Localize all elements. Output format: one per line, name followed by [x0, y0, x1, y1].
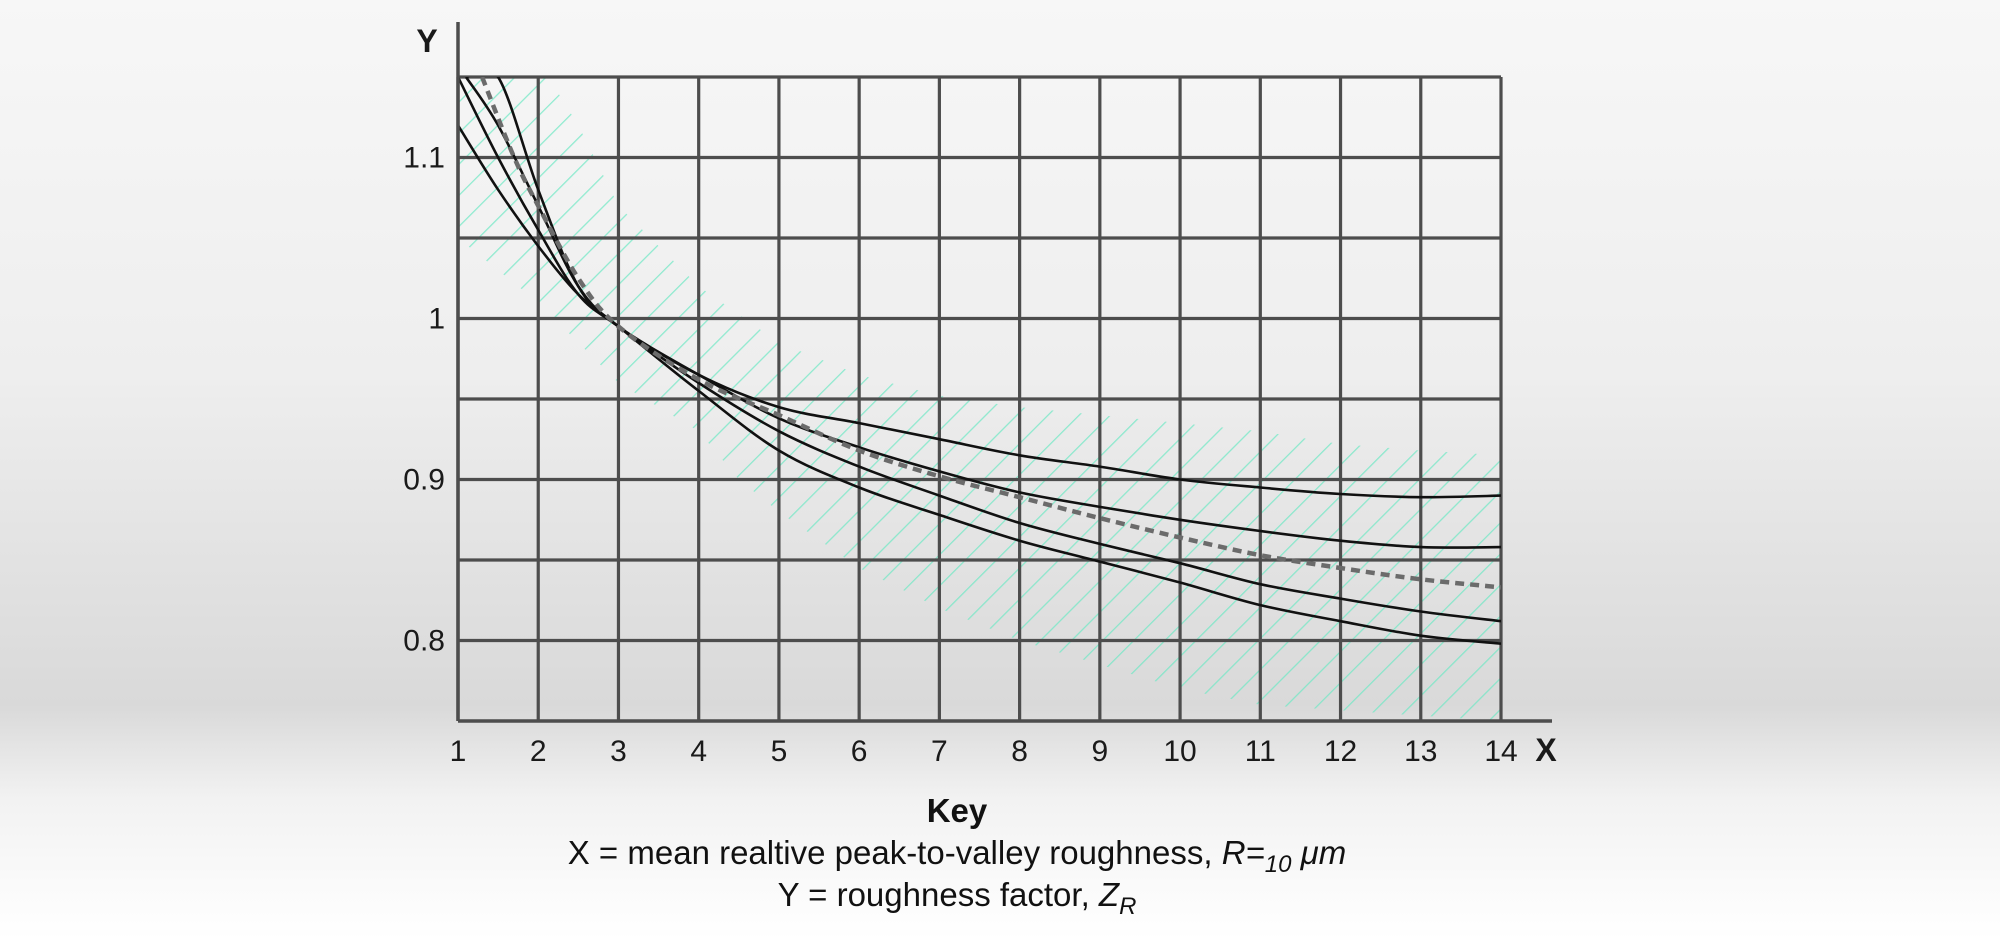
dashed-mean-curve	[480, 77, 1501, 590]
x-tick-label: 10	[1163, 735, 1196, 768]
x-tick-label: 12	[1324, 735, 1357, 768]
key-x-description: X = mean realtive peak-to-valley roughne…	[0, 832, 1914, 877]
grid-lines	[456, 75, 1503, 721]
y-tick-label: 1	[428, 303, 445, 336]
key-y-prefix: Y = roughness factor,	[777, 876, 1099, 913]
curves	[458, 77, 1501, 645]
x-tick-label: 13	[1404, 735, 1437, 768]
key-title: Key	[926, 792, 988, 829]
key-y-var: Z	[1098, 876, 1120, 913]
tick-labels: 1 2 3 4 5 6 7 8 9 10 11 12 13 140.80.911.1	[403, 142, 1517, 769]
x-tick-label: 14	[1484, 735, 1517, 768]
axes	[456, 22, 1552, 723]
hatched-tolerance-band	[458, 77, 1501, 721]
x-tick-label: 4	[690, 735, 707, 768]
x-tick-label: 7	[931, 735, 948, 768]
x-tick-label: 11	[1245, 735, 1276, 768]
x-tick-label: 2	[530, 735, 547, 768]
x-tick-label: 9	[1092, 735, 1109, 768]
key-x-var: R=	[1221, 834, 1265, 871]
key-x-prefix: X = mean realtive peak-to-valley roughne…	[567, 834, 1222, 871]
y-tick-label: 0.9	[403, 464, 445, 497]
curve-2	[464, 77, 1501, 549]
curve-1	[466, 77, 1501, 499]
x-tick-label: 5	[771, 735, 788, 768]
curve-3	[458, 77, 1501, 623]
x-tick-label: 1	[450, 735, 467, 768]
key-legend: Key X = mean realtive peak-to-valley rou…	[0, 790, 1914, 919]
curve-4	[458, 124, 1501, 645]
y-tick-label: 0.8	[403, 625, 445, 658]
key-y-sub: R	[1119, 893, 1137, 920]
key-y-description: Y = roughness factor, ZR	[0, 874, 1914, 919]
x-axis-letter: X	[1535, 732, 1557, 768]
x-tick-label: 8	[1011, 735, 1028, 768]
y-axis-letter: Y	[416, 23, 437, 59]
x-tick-label: 3	[610, 735, 627, 768]
x-tick-label: 6	[851, 735, 868, 768]
key-x-sub: 10	[1264, 851, 1292, 878]
y-tick-label: 1.1	[403, 142, 445, 175]
key-x-unit: μm	[1300, 834, 1347, 871]
